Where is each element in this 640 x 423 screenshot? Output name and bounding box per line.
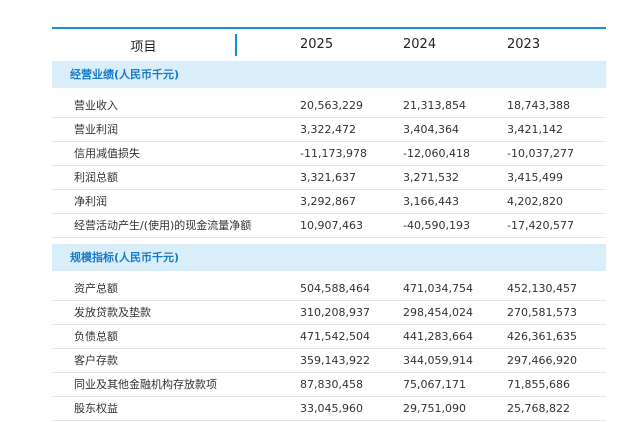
cell-2024: 471,034,754 [403, 282, 473, 295]
header-item-label: 项目 [130, 39, 157, 55]
cell-2025: 3,292,867 [300, 195, 356, 208]
cell-2024: 298,454,024 [403, 306, 473, 319]
table-row: 信用减值损失 -11,173,978 -12,060,418 -10,037,2… [52, 142, 606, 166]
cell-2023: 270,581,573 [507, 306, 577, 319]
table-row: 营业利润 3,322,472 3,404,364 3,421,142 [52, 118, 606, 142]
table-row: 发放贷款及垫款 310,208,937 298,454,024 270,581,… [52, 301, 606, 325]
table-row: 营业收入 20,563,229 21,313,854 18,743,388 [52, 94, 606, 118]
row-label: 同业及其他金融机构存放款项 [74, 378, 217, 391]
cell-2025: 359,143,922 [300, 354, 370, 367]
table-row: 负债总额 471,542,504 441,283,664 426,361,635 [52, 325, 606, 349]
header-year-2025: 2025 [300, 37, 334, 52]
header-year-2024: 2024 [403, 37, 437, 52]
cell-2025: 504,588,464 [300, 282, 370, 295]
cell-2023: 18,743,388 [507, 99, 570, 112]
cell-2024: 3,166,443 [403, 195, 459, 208]
section-title-scale-indicators: 规模指标(人民币千元) [52, 244, 606, 271]
cell-2023: 3,415,499 [507, 171, 563, 184]
cell-2024: 29,751,090 [403, 402, 466, 415]
row-label: 发放贷款及垫款 [74, 306, 151, 319]
table-row: 净利润 3,292,867 3,166,443 4,202,820 [52, 190, 606, 214]
row-label: 客户存款 [74, 354, 118, 367]
row-label: 经营活动产生/(使用)的现金流量净额 [74, 219, 252, 232]
cell-2023: -17,420,577 [507, 219, 574, 232]
cell-2024: 21,313,854 [403, 99, 466, 112]
cell-2025: 33,045,960 [300, 402, 363, 415]
cell-2023: 297,466,920 [507, 354, 577, 367]
row-label: 利润总额 [74, 171, 118, 184]
cell-2025: -11,173,978 [300, 147, 367, 160]
table-row: 客户存款 359,143,922 344,059,914 297,466,920 [52, 349, 606, 373]
cell-2023: 71,855,686 [507, 378, 570, 391]
cell-2025: 3,321,637 [300, 171, 356, 184]
cell-2025: 20,563,229 [300, 99, 363, 112]
row-label: 股东权益 [74, 402, 118, 415]
cell-2024: 3,404,364 [403, 123, 459, 136]
cell-2025: 310,208,937 [300, 306, 370, 319]
cell-2025: 87,830,458 [300, 378, 363, 391]
row-label: 资产总额 [74, 282, 118, 295]
cell-2023: -10,037,277 [507, 147, 574, 160]
cell-2023: 25,768,822 [507, 402, 570, 415]
cell-2023: 4,202,820 [507, 195, 563, 208]
section-title-operating-results: 经营业绩(人民币千元) [52, 61, 606, 88]
table-row: 经营活动产生/(使用)的现金流量净额 10,907,463 -40,590,19… [52, 214, 606, 238]
row-label: 营业收入 [74, 99, 118, 112]
cell-2024: 441,283,664 [403, 330, 473, 343]
table-row: 资产总额 504,588,464 471,034,754 452,130,457 [52, 277, 606, 301]
row-label: 净利润 [74, 195, 107, 208]
cell-2024: 75,067,171 [403, 378, 466, 391]
cell-2024: -40,590,193 [403, 219, 470, 232]
financial-summary-table: 项目 2025 2024 2023 经营业绩(人民币千元) 营业收入 20,56… [52, 27, 606, 421]
cell-2024: 3,271,532 [403, 171, 459, 184]
cell-2024: 344,059,914 [403, 354, 473, 367]
cell-2025: 471,542,504 [300, 330, 370, 343]
table-row: 利润总额 3,321,637 3,271,532 3,415,499 [52, 166, 606, 190]
header-divider [235, 34, 237, 56]
cell-2023: 452,130,457 [507, 282, 577, 295]
cell-2024: -12,060,418 [403, 147, 470, 160]
cell-2023: 426,361,635 [507, 330, 577, 343]
table-top-rule [52, 27, 606, 29]
row-label: 负债总额 [74, 330, 118, 343]
cell-2025: 3,322,472 [300, 123, 356, 136]
row-label: 营业利润 [74, 123, 118, 136]
row-label: 信用减值损失 [74, 147, 140, 160]
cell-2023: 3,421,142 [507, 123, 563, 136]
table-row: 股东权益 33,045,960 29,751,090 25,768,822 [52, 397, 606, 421]
table-header: 项目 2025 2024 2023 [52, 29, 606, 61]
header-year-2023: 2023 [507, 37, 541, 52]
table-row: 同业及其他金融机构存放款项 87,830,458 75,067,171 71,8… [52, 373, 606, 397]
cell-2025: 10,907,463 [300, 219, 363, 232]
